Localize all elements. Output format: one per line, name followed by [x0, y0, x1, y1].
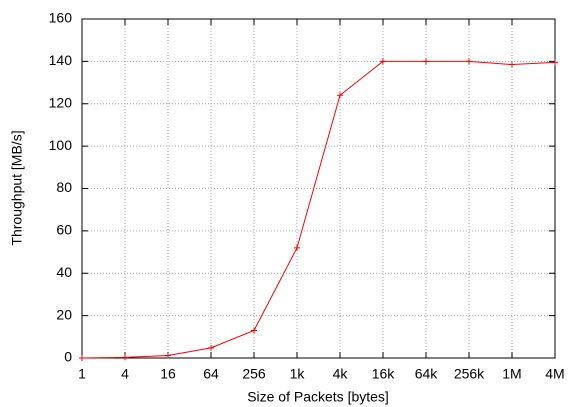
point-marker: [79, 355, 85, 361]
point-marker: [122, 354, 128, 361]
y-tick-label: 40: [56, 264, 72, 280]
y-tick-label: 100: [49, 137, 73, 153]
point-marker: [208, 344, 214, 351]
y-tick-label: 80: [56, 179, 72, 195]
point-marker: [509, 61, 515, 68]
point-marker: [423, 58, 429, 65]
x-tick-label: 16: [160, 366, 176, 382]
x-tick-label: 4M: [545, 366, 564, 382]
point-marker: [294, 244, 300, 251]
point-marker: [251, 327, 257, 334]
x-tick-label: 16k: [372, 366, 396, 382]
data-line: [81, 60, 556, 359]
x-tick-label: 1M: [502, 366, 521, 382]
x-tick-label: 256: [242, 366, 266, 382]
point-marker: [337, 92, 343, 99]
y-tick-label: 60: [56, 222, 72, 238]
y-tick-label: 20: [56, 306, 72, 322]
x-tick-label: 4k: [333, 366, 349, 382]
x-tick-label: 256k: [454, 366, 485, 382]
plot-frame: [81, 18, 556, 359]
x-tick-label: 64: [203, 366, 219, 382]
y-tick-label: 0: [64, 349, 72, 365]
point-marker: [380, 58, 386, 65]
y-tick-label: 160: [49, 10, 73, 26]
x-tick-label: 64k: [415, 366, 439, 382]
point-marker: [466, 58, 472, 65]
x-tick-label: 1k: [290, 366, 306, 382]
point-marker: [552, 59, 558, 66]
y-axis-label: Throughput [MB/s]: [9, 130, 25, 245]
point-marker: [165, 352, 171, 359]
x-axis-label: Size of Packets [bytes]: [247, 389, 389, 405]
x-tick-label: 4: [121, 366, 129, 382]
y-tick-label: 120: [49, 94, 73, 110]
x-tick-label: 1: [78, 366, 86, 382]
y-tick-label: 140: [49, 52, 73, 68]
